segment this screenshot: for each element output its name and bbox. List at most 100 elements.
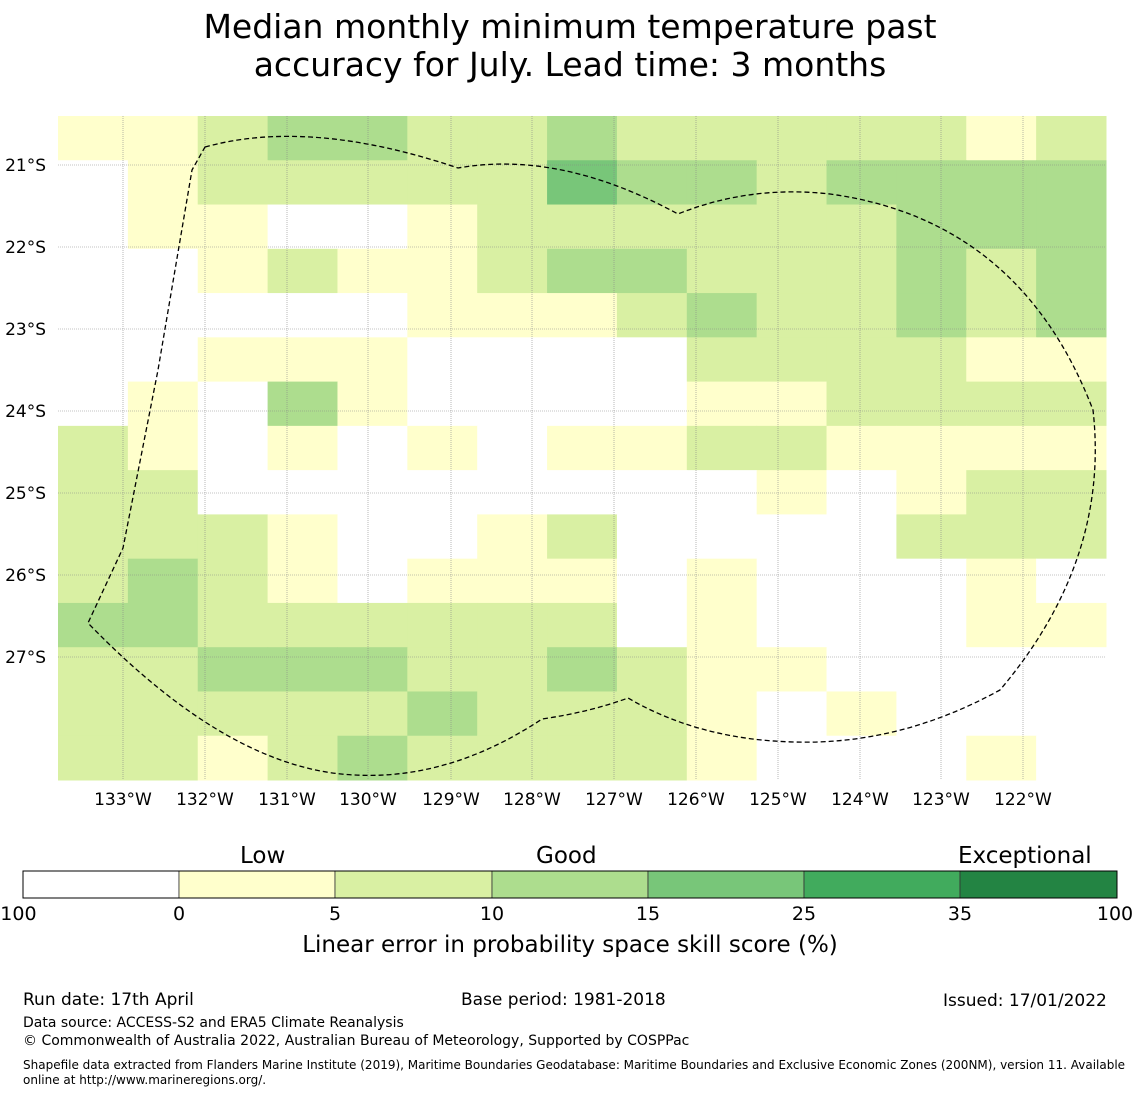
skill-cell [686,558,758,604]
skill-cell [477,691,548,737]
skill-cell [826,691,897,737]
skill-cell [686,204,758,250]
skill-cell [127,381,199,427]
skill-cell [756,337,828,383]
skill-cell [966,381,1037,427]
skill-cell [616,425,688,471]
skill-cell [1036,425,1107,471]
skill-cell [407,602,478,648]
skill-cell [616,293,688,338]
skill-cell [197,204,269,250]
skill-cell [407,425,478,471]
run-date: Run date: 17th April [23,990,194,1010]
skill-cell [756,602,828,648]
skill-cell [966,425,1037,471]
skill-cell [896,558,967,604]
skill-cell [127,470,199,515]
skill-cell [58,293,129,338]
colorbar-tick: 15 [635,903,661,925]
skill-cell [686,602,758,648]
skill-cell [477,116,548,161]
skill-cell [407,337,478,383]
skill-cell [267,602,338,648]
issued-date: Issued: 17/01/2022 [943,991,1107,1011]
skill-cell [127,293,199,338]
skill-cell [407,204,478,250]
skill-cell [407,691,478,737]
skill-cell [267,558,338,604]
skill-cell [616,691,688,737]
skill-cell [197,470,269,515]
skill-cell [58,248,129,294]
colorbar-segment [959,870,1118,899]
skill-cell [58,558,129,604]
skill-cell [547,425,618,471]
skill-cell [58,425,129,471]
skill-cell [547,514,618,560]
eez-boundary-outline [87,135,1096,777]
skill-cell [197,381,269,427]
skill-cell [477,735,548,781]
map-title: Median monthly minimum temperature past … [0,8,1140,84]
longitude-label: 133°W [94,790,152,810]
skill-cell [756,248,828,294]
skill-cell [407,160,478,206]
skill-cell [826,160,897,206]
skill-cell [197,160,269,206]
colorbar-segment [647,870,805,899]
skill-cell [337,425,408,471]
skill-cell [197,691,269,737]
colorbar-word-good: Good [536,843,597,869]
skill-cell [58,514,129,560]
skill-cell [337,558,408,604]
skill-cell [127,425,199,471]
skill-cell [197,425,269,471]
skill-cell [547,602,618,648]
skill-cell [826,381,897,427]
skill-cell [1036,337,1107,383]
skill-cell [896,116,967,161]
skill-cell [547,248,618,294]
skill-cell [197,602,269,648]
base-period: Base period: 1981-2018 [461,990,666,1010]
skill-cell [547,337,618,383]
skill-cell [477,293,548,338]
latitude-label: 22°S [5,238,46,258]
longitude-label: 123°W [912,790,970,810]
colorbar-tick: 25 [791,903,817,925]
skill-cell [756,381,828,427]
skill-cell [407,293,478,338]
skill-cell [337,735,408,781]
skill-cell [966,248,1037,294]
longitude-label: 128°W [503,790,561,810]
skill-cell [407,381,478,427]
skill-cell [756,514,828,560]
skill-cell [127,691,199,737]
colorbar-segment [22,870,180,899]
skill-cell [127,248,199,294]
longitude-label: 126°W [667,790,725,810]
skill-cell [127,204,199,250]
skill-cell [896,425,967,471]
skill-cell [477,204,548,250]
skill-cell [966,602,1037,648]
skill-cell [197,337,269,383]
skill-cell [896,160,967,206]
skill-cell [966,293,1037,338]
skill-cell [896,647,967,692]
skill-cell [267,293,338,338]
skill-cell [1036,204,1107,250]
skill-cell [547,293,618,338]
skill-cell [267,160,338,206]
colorbar [22,870,1118,899]
skill-cell [407,116,478,161]
colorbar-segment [803,870,961,899]
skill-cell [547,470,618,515]
skill-cell [547,160,618,206]
skill-cell [337,248,408,294]
skill-cell [407,248,478,294]
skill-cell [1036,160,1107,206]
skill-cell [896,735,967,781]
skill-cell [616,514,688,560]
